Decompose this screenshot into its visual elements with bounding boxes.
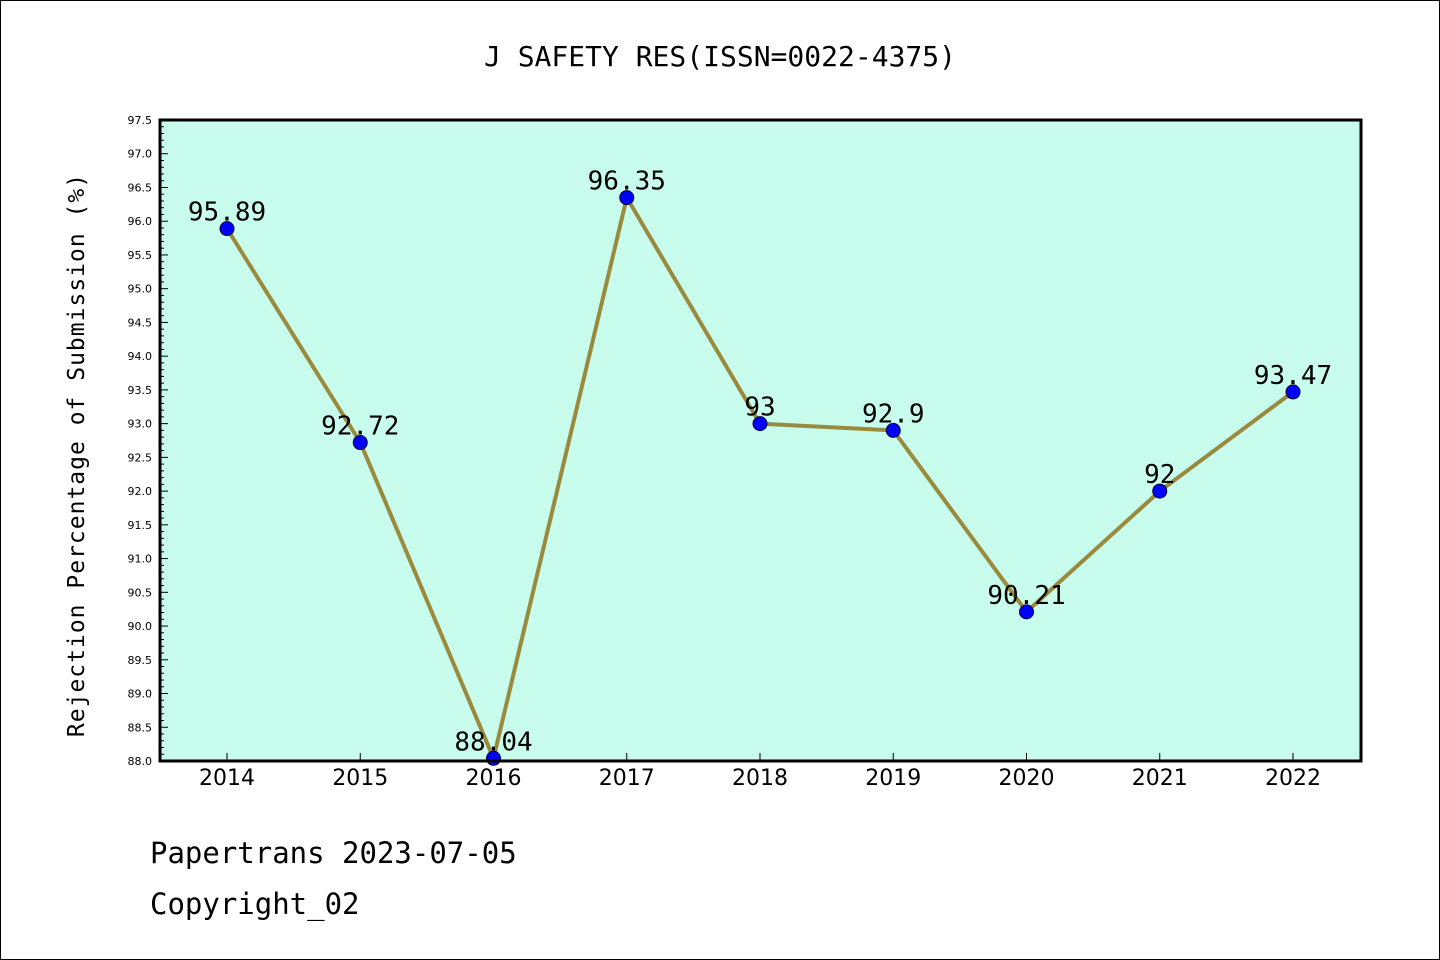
data-label: 93 bbox=[744, 393, 775, 423]
x-tick-label: 2016 bbox=[466, 766, 522, 791]
data-label: 90.21 bbox=[987, 581, 1065, 611]
y-tick-label: 94.5 bbox=[128, 316, 153, 329]
x-tick-label: 2021 bbox=[1132, 766, 1188, 791]
y-axis: 88.0 88.5 89.0 89.5 90.0 90.5 91.0 91.5 92.0 92.5… bbox=[128, 114, 168, 768]
data-labels: 95.89 92.72 88.04 96.35 93 92.9 90.21 92 93.47 bbox=[188, 167, 1332, 758]
chart-title: J SAFETY RES(ISSN=0022-4375) bbox=[484, 40, 956, 73]
y-tick-label: 93.0 bbox=[128, 418, 153, 431]
x-tick-label: 2019 bbox=[865, 766, 921, 791]
y-tick-label: 96.0 bbox=[128, 215, 153, 228]
y-axis-label: Rejection Percentage of Submission (%) bbox=[64, 173, 90, 737]
data-label: 92.9 bbox=[862, 399, 925, 429]
data-label: 93.47 bbox=[1254, 361, 1332, 391]
data-label: 92.72 bbox=[321, 412, 399, 442]
data-point bbox=[352, 435, 368, 451]
y-tick-label: 90.0 bbox=[128, 620, 153, 633]
data-point bbox=[885, 422, 901, 438]
y-tick-label: 92.0 bbox=[128, 485, 153, 498]
y-tick-label: 94.0 bbox=[128, 350, 153, 363]
data-label: 92 bbox=[1144, 460, 1175, 490]
x-tick-label: 2022 bbox=[1265, 766, 1321, 791]
data-label: 96.35 bbox=[588, 167, 666, 197]
data-label: 95.89 bbox=[188, 198, 266, 228]
y-tick-label: 93.5 bbox=[128, 384, 153, 397]
data-point bbox=[219, 221, 235, 237]
data-point bbox=[752, 416, 768, 432]
x-tick-label: 2015 bbox=[332, 766, 388, 791]
y-tick-label: 97.5 bbox=[128, 114, 153, 127]
plot-border bbox=[158, 118, 1363, 763]
data-point bbox=[619, 190, 635, 206]
footer-copyright: Copyright_02 bbox=[150, 887, 360, 922]
x-tick-label: 2014 bbox=[199, 766, 255, 791]
data-point bbox=[1152, 483, 1168, 499]
data-point bbox=[1285, 384, 1301, 400]
footer-date: Papertrans 2023-07-05 bbox=[150, 836, 517, 870]
y-tick-label: 90.5 bbox=[128, 586, 153, 599]
y-tick-label: 91.5 bbox=[128, 519, 153, 532]
x-tick-label: 2018 bbox=[732, 766, 788, 791]
y-tick-label: 92.5 bbox=[128, 451, 153, 464]
y-tick-label: 89.0 bbox=[128, 688, 153, 701]
y-tick-label: 95.5 bbox=[128, 249, 153, 262]
x-axis: 2014 2015 2016 2017 2018 2019 2020 2021 2022 bbox=[199, 753, 1321, 791]
data-label: 88.04 bbox=[454, 727, 532, 757]
y-tick-label: 89.5 bbox=[128, 654, 153, 667]
data-point bbox=[1019, 604, 1034, 620]
y-tick-label: 95.0 bbox=[128, 283, 153, 296]
x-tick-label: 2017 bbox=[599, 766, 655, 791]
x-tick-label: 2020 bbox=[999, 766, 1055, 791]
y-tick-label: 96.5 bbox=[128, 181, 153, 194]
series-markers bbox=[219, 190, 1301, 766]
y-tick-label: 91.0 bbox=[128, 553, 153, 566]
y-tick-label: 88.0 bbox=[128, 755, 153, 768]
y-tick-label: 88.5 bbox=[128, 721, 153, 734]
y-tick-label: 97.0 bbox=[128, 148, 153, 161]
